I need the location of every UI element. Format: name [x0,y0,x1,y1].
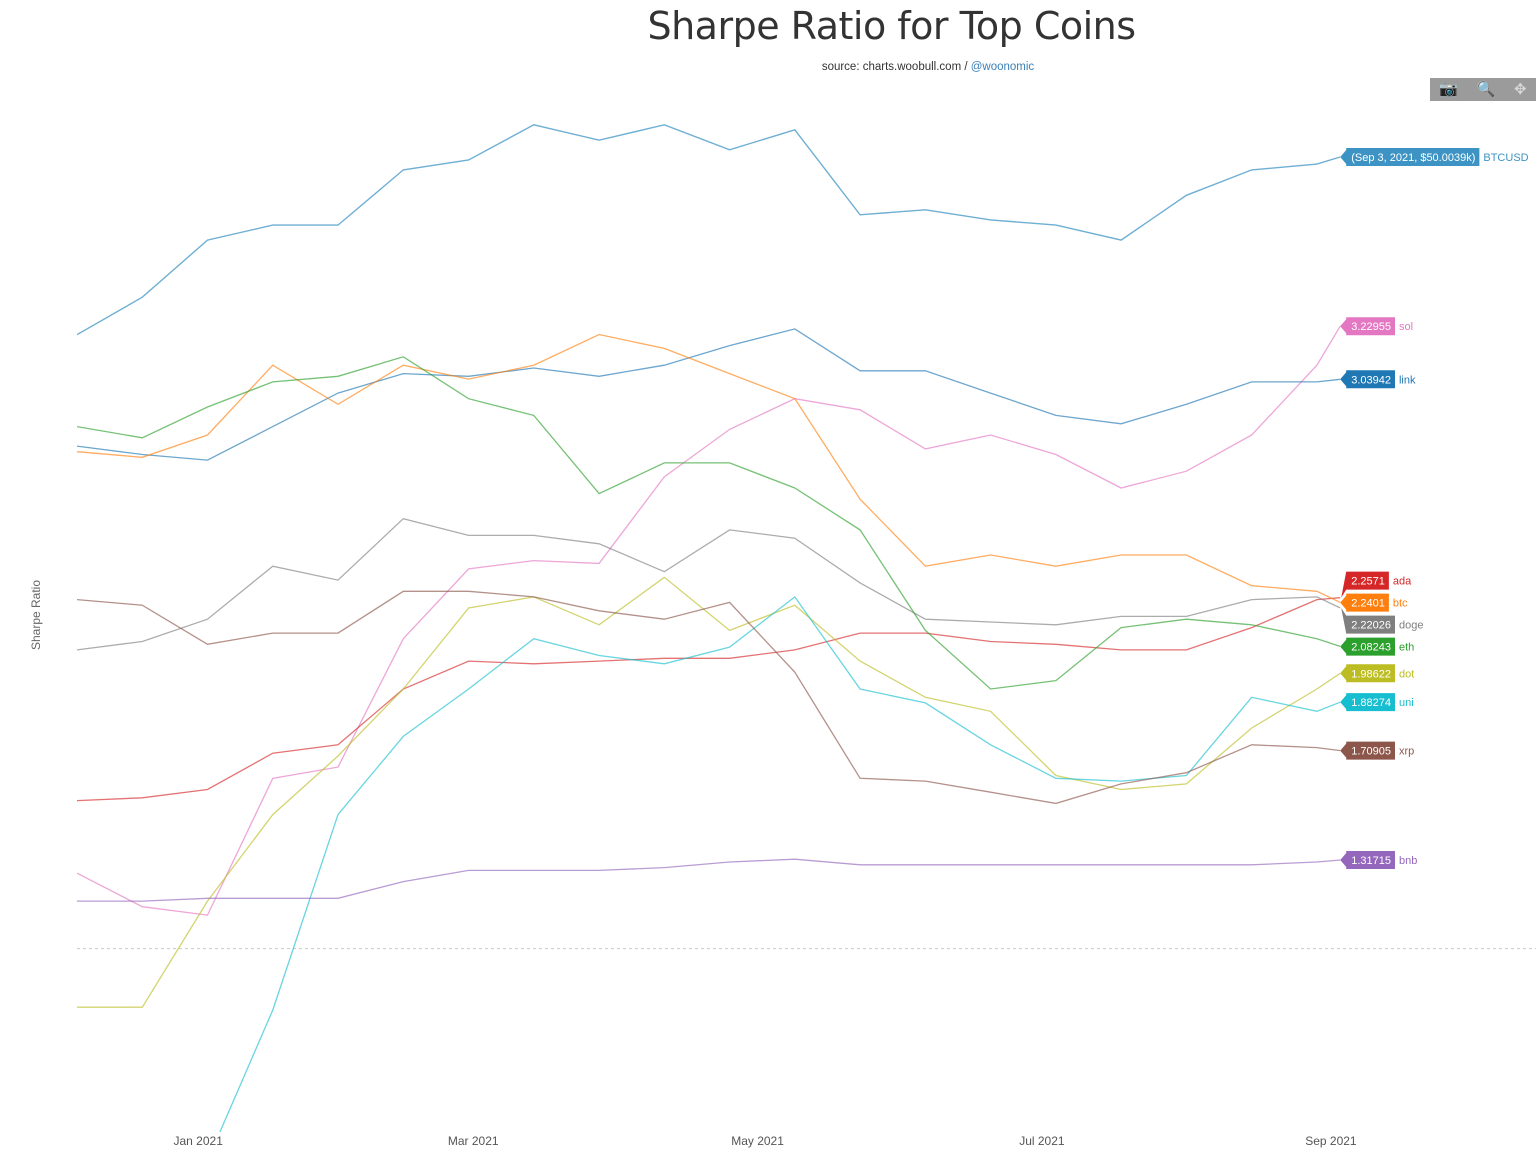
end-label-name: link [1399,374,1416,386]
x-tick-label: May 2021 [731,1134,784,1148]
end-label-doge: 2.22026 doge [1341,607,1423,634]
series-line-bnb[interactable] [77,858,1341,902]
end-label-box [1340,741,1395,760]
end-label-value: 3.22955 [1351,321,1391,333]
modebar: 📷 🔍 ✥ [1430,78,1536,101]
end-label-box [1340,693,1395,712]
source-text: source: charts.woobull.com / [821,61,971,73]
end-label-dot: 1.98622 dot [1340,664,1414,683]
end-label-name: sol [1399,321,1413,333]
pan-icon[interactable]: ✥ [1514,81,1527,98]
end-label-value: 2.2571 [1351,576,1385,588]
series-line-doge[interactable] [77,517,1341,651]
end-label-box [1340,664,1395,683]
x-tick-label: Sep 2021 [1305,1134,1357,1148]
end-label-value: 1.98622 [1351,668,1391,680]
series-line-xrp[interactable] [77,590,1341,805]
end-label-box [1341,607,1395,634]
end-label-box [1341,571,1389,598]
x-tick-label: Jul 2021 [1019,1134,1065,1148]
series-line-eth[interactable] [77,356,1341,690]
end-label-uni: 1.88274 uni [1340,693,1414,712]
end-label-value: 2.22026 [1351,620,1391,632]
end-label-value: 1.88274 [1351,697,1391,709]
x-tick-label: Mar 2021 [448,1134,499,1148]
end-label-eth: 2.08243 eth [1340,637,1414,656]
end-label-value: 3.03942 [1351,374,1391,386]
end-label-value: 1.31715 [1351,855,1391,867]
end-label-sol: 3.22955 sol [1340,317,1413,336]
end-label-value: 2.2401 [1351,598,1385,610]
end-label-box [1340,370,1395,389]
end-label-name: dot [1399,668,1414,680]
end-label-xrp: 1.70905 xrp [1340,741,1414,760]
end-label-name: uni [1399,697,1414,709]
series-line-ada[interactable] [77,597,1341,802]
end-label-name: BTCUSD [1483,152,1528,164]
zoom-icon[interactable]: 🔍 [1476,81,1496,98]
end-label-bnb: 1.31715 bnb [1340,851,1417,870]
end-label-name: ada [1393,576,1412,588]
series-line-dot[interactable] [77,576,1341,1008]
end-label-box [1340,317,1395,336]
end-label-box [1340,593,1389,612]
chart-title: Sharpe Ratio for Top Coins [647,4,1136,48]
end-label-value: (Sep 3, 2021, $50.0039k) [1351,152,1475,164]
end-label-btc: 2.2401 btc [1340,593,1408,612]
series-line-link[interactable] [77,328,1341,461]
series-line-btc[interactable] [77,333,1341,603]
series-lines [77,124,1341,1161]
end-label-ada: 2.2571 ada [1341,571,1412,598]
end-label-name: xrp [1399,746,1414,758]
end-label-name: eth [1399,642,1414,654]
end-label-name: btc [1393,598,1408,610]
chart-subtitle: source: charts.woobull.com / @woonomic [0,61,1536,73]
end-label-btcusd: (Sep 3, 2021, $50.0039k) BTCUSD [1340,147,1529,166]
end-label-link: 3.03942 link [1340,370,1416,389]
end-label-box [1340,637,1395,656]
end-label-value: 2.08243 [1351,642,1391,654]
woonomic-link[interactable]: @woonomic [970,61,1035,73]
end-label-name: doge [1399,620,1423,632]
camera-icon[interactable]: 📷 [1439,81,1459,98]
x-tick-label: Jan 2021 [173,1134,223,1148]
end-label-value: 1.70905 [1351,746,1391,758]
series-line-btcusd[interactable] [77,124,1341,336]
end-label-box [1340,851,1395,870]
series-line-uni[interactable] [208,595,1341,1161]
end-label-name: bnb [1399,855,1417,867]
end-label-box [1340,147,1480,166]
series-line-sol[interactable] [77,325,1341,916]
x-axis-ticks: Jan 2021 Mar 2021 May 2021 Jul 2021 Sep 2021 [173,1134,1356,1148]
